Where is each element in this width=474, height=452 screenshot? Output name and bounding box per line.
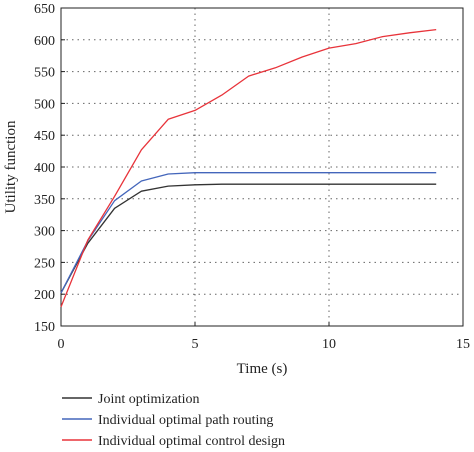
x-tick-label: 0 (58, 337, 65, 352)
x-tick-label: 10 (322, 337, 336, 352)
x-axis-title: Time (s) (237, 361, 288, 377)
y-tick-label: 550 (34, 66, 55, 81)
y-tick-label: 400 (34, 161, 55, 176)
series-line-1 (60, 183, 437, 294)
y-tick-label: 600 (34, 34, 55, 49)
legend: Joint optimization Individual optimal pat… (62, 392, 285, 449)
axis-ticks: 150 200 250 300 350 400 450 500 550 600 650 0 5 10 15 (34, 2, 470, 352)
y-tick-label: 150 (34, 320, 55, 335)
legend-label-1: Joint optimization (98, 392, 200, 407)
y-axis-title: Utility function (3, 120, 19, 213)
series-line-2 (60, 172, 437, 294)
y-tick-label: 650 (34, 2, 55, 17)
y-tick-label: 450 (34, 129, 55, 144)
y-tick-label: 200 (34, 288, 55, 303)
y-tick-label: 250 (34, 256, 55, 271)
y-tick-label: 350 (34, 193, 55, 208)
legend-label-3: Individual optimal control design (98, 434, 285, 449)
x-tick-label: 5 (192, 337, 199, 352)
y-tick-label: 500 (34, 97, 55, 112)
series-lines (60, 28, 437, 308)
series-line-3 (60, 28, 437, 308)
x-tick-label: 15 (456, 337, 470, 352)
legend-label-2: Individual optimal path routing (98, 413, 273, 428)
y-tick-label: 300 (34, 225, 55, 240)
grid-lines (61, 8, 463, 326)
